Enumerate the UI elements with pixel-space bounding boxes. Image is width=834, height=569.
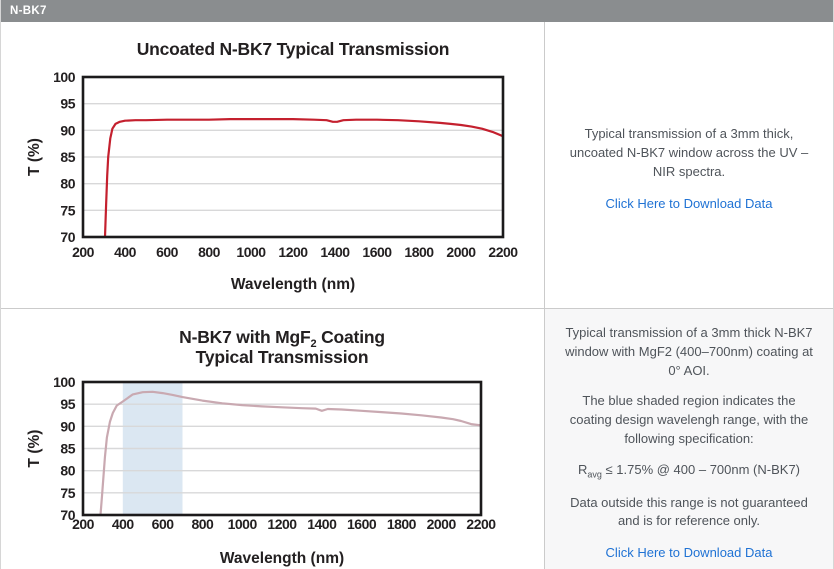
svg-text:1000: 1000 [228,516,258,532]
svg-text:85: 85 [60,149,75,165]
coated-description: Typical transmission of a 3mm thick N-BK… [565,324,813,378]
svg-text:200: 200 [72,516,95,532]
svg-text:1400: 1400 [320,244,350,260]
uncoated-chart-panel: Uncoated N-BK7 Typical Transmission 200 40… [1,22,544,308]
svg-text:90: 90 [60,418,75,434]
spec-value: ≤ 1.75% @ 400 – 700nm (N-BK7) [601,461,800,477]
svg-text:2200: 2200 [466,516,496,532]
svg-text:200: 200 [72,244,95,260]
section-title: N-BK7 [10,5,47,17]
spec-subscript: avg [587,469,602,480]
uncoated-section: Uncoated N-BK7 Typical Transmission 200 40… [1,22,833,308]
svg-text:400: 400 [112,516,135,532]
svg-text:75: 75 [60,202,75,218]
svg-text:Wavelength (nm): Wavelength (nm) [231,276,355,293]
svg-text:600: 600 [156,244,179,260]
svg-text:Uncoated N-BK7 Typical Transmi: Uncoated N-BK7 Typical Transmission [137,39,450,59]
spec-symbol: R [578,461,588,477]
svg-text:70: 70 [60,229,75,245]
svg-text:70: 70 [60,507,75,523]
svg-text:2000: 2000 [427,516,457,532]
reference-disclaimer: Data outside this range is not guarantee… [570,494,808,529]
svg-text:Typical Transmission: Typical Transmission [196,347,369,367]
svg-text:2000: 2000 [446,244,476,260]
uncoated-description: Typical transmission of a 3mm thick, unc… [569,126,809,179]
svg-text:85: 85 [60,441,75,457]
svg-text:95: 95 [60,96,75,112]
svg-text:1200: 1200 [278,244,308,260]
svg-text:100: 100 [53,374,76,390]
svg-text:95: 95 [60,396,75,412]
svg-text:1400: 1400 [307,516,337,532]
coating-spec: Ravg ≤ 1.75% @ 400 – 700nm (N-BK7) [578,461,800,482]
svg-text:400: 400 [114,244,137,260]
coated-chart-panel: N-BK7 with MgF2 Coating Typical Transmiss… [1,309,544,569]
svg-text:1800: 1800 [404,244,434,260]
svg-text:T (%): T (%) [26,138,43,176]
svg-text:2200: 2200 [488,244,518,260]
svg-text:1200: 1200 [267,516,297,532]
svg-text:90: 90 [60,122,75,138]
svg-text:1000: 1000 [236,244,266,260]
svg-text:800: 800 [198,244,221,260]
svg-text:80: 80 [60,176,75,192]
svg-text:80: 80 [60,463,75,479]
svg-text:100: 100 [53,69,76,85]
svg-text:800: 800 [191,516,214,532]
coated-description-panel: Typical transmission of a 3mm thick N-BK… [544,309,833,569]
svg-text:600: 600 [152,516,175,532]
svg-text:Wavelength (nm): Wavelength (nm) [220,550,344,567]
coated-download-link[interactable]: Click Here to Download Data [605,545,773,561]
coated-section: N-BK7 with MgF2 Coating Typical Transmiss… [1,308,833,569]
svg-text:75: 75 [60,485,75,501]
svg-text:T (%): T (%) [26,430,43,468]
section-header-bar: N-BK7 [1,0,833,22]
uncoated-download-link[interactable]: Click Here to Download Data [605,195,773,211]
svg-text:1600: 1600 [347,516,377,532]
svg-text:1800: 1800 [387,516,417,532]
svg-text:N-BK7 with MgF2 Coating: N-BK7 with MgF2 Coating [179,327,385,350]
svg-text:1600: 1600 [362,244,392,260]
uncoated-description-panel: Typical transmission of a 3mm thick, unc… [544,22,833,308]
shaded-region-note: The blue shaded region indicates the coa… [569,393,809,447]
uncoated-transmission-chart: Uncoated N-BK7 Typical Transmission 200 40… [26,39,519,293]
